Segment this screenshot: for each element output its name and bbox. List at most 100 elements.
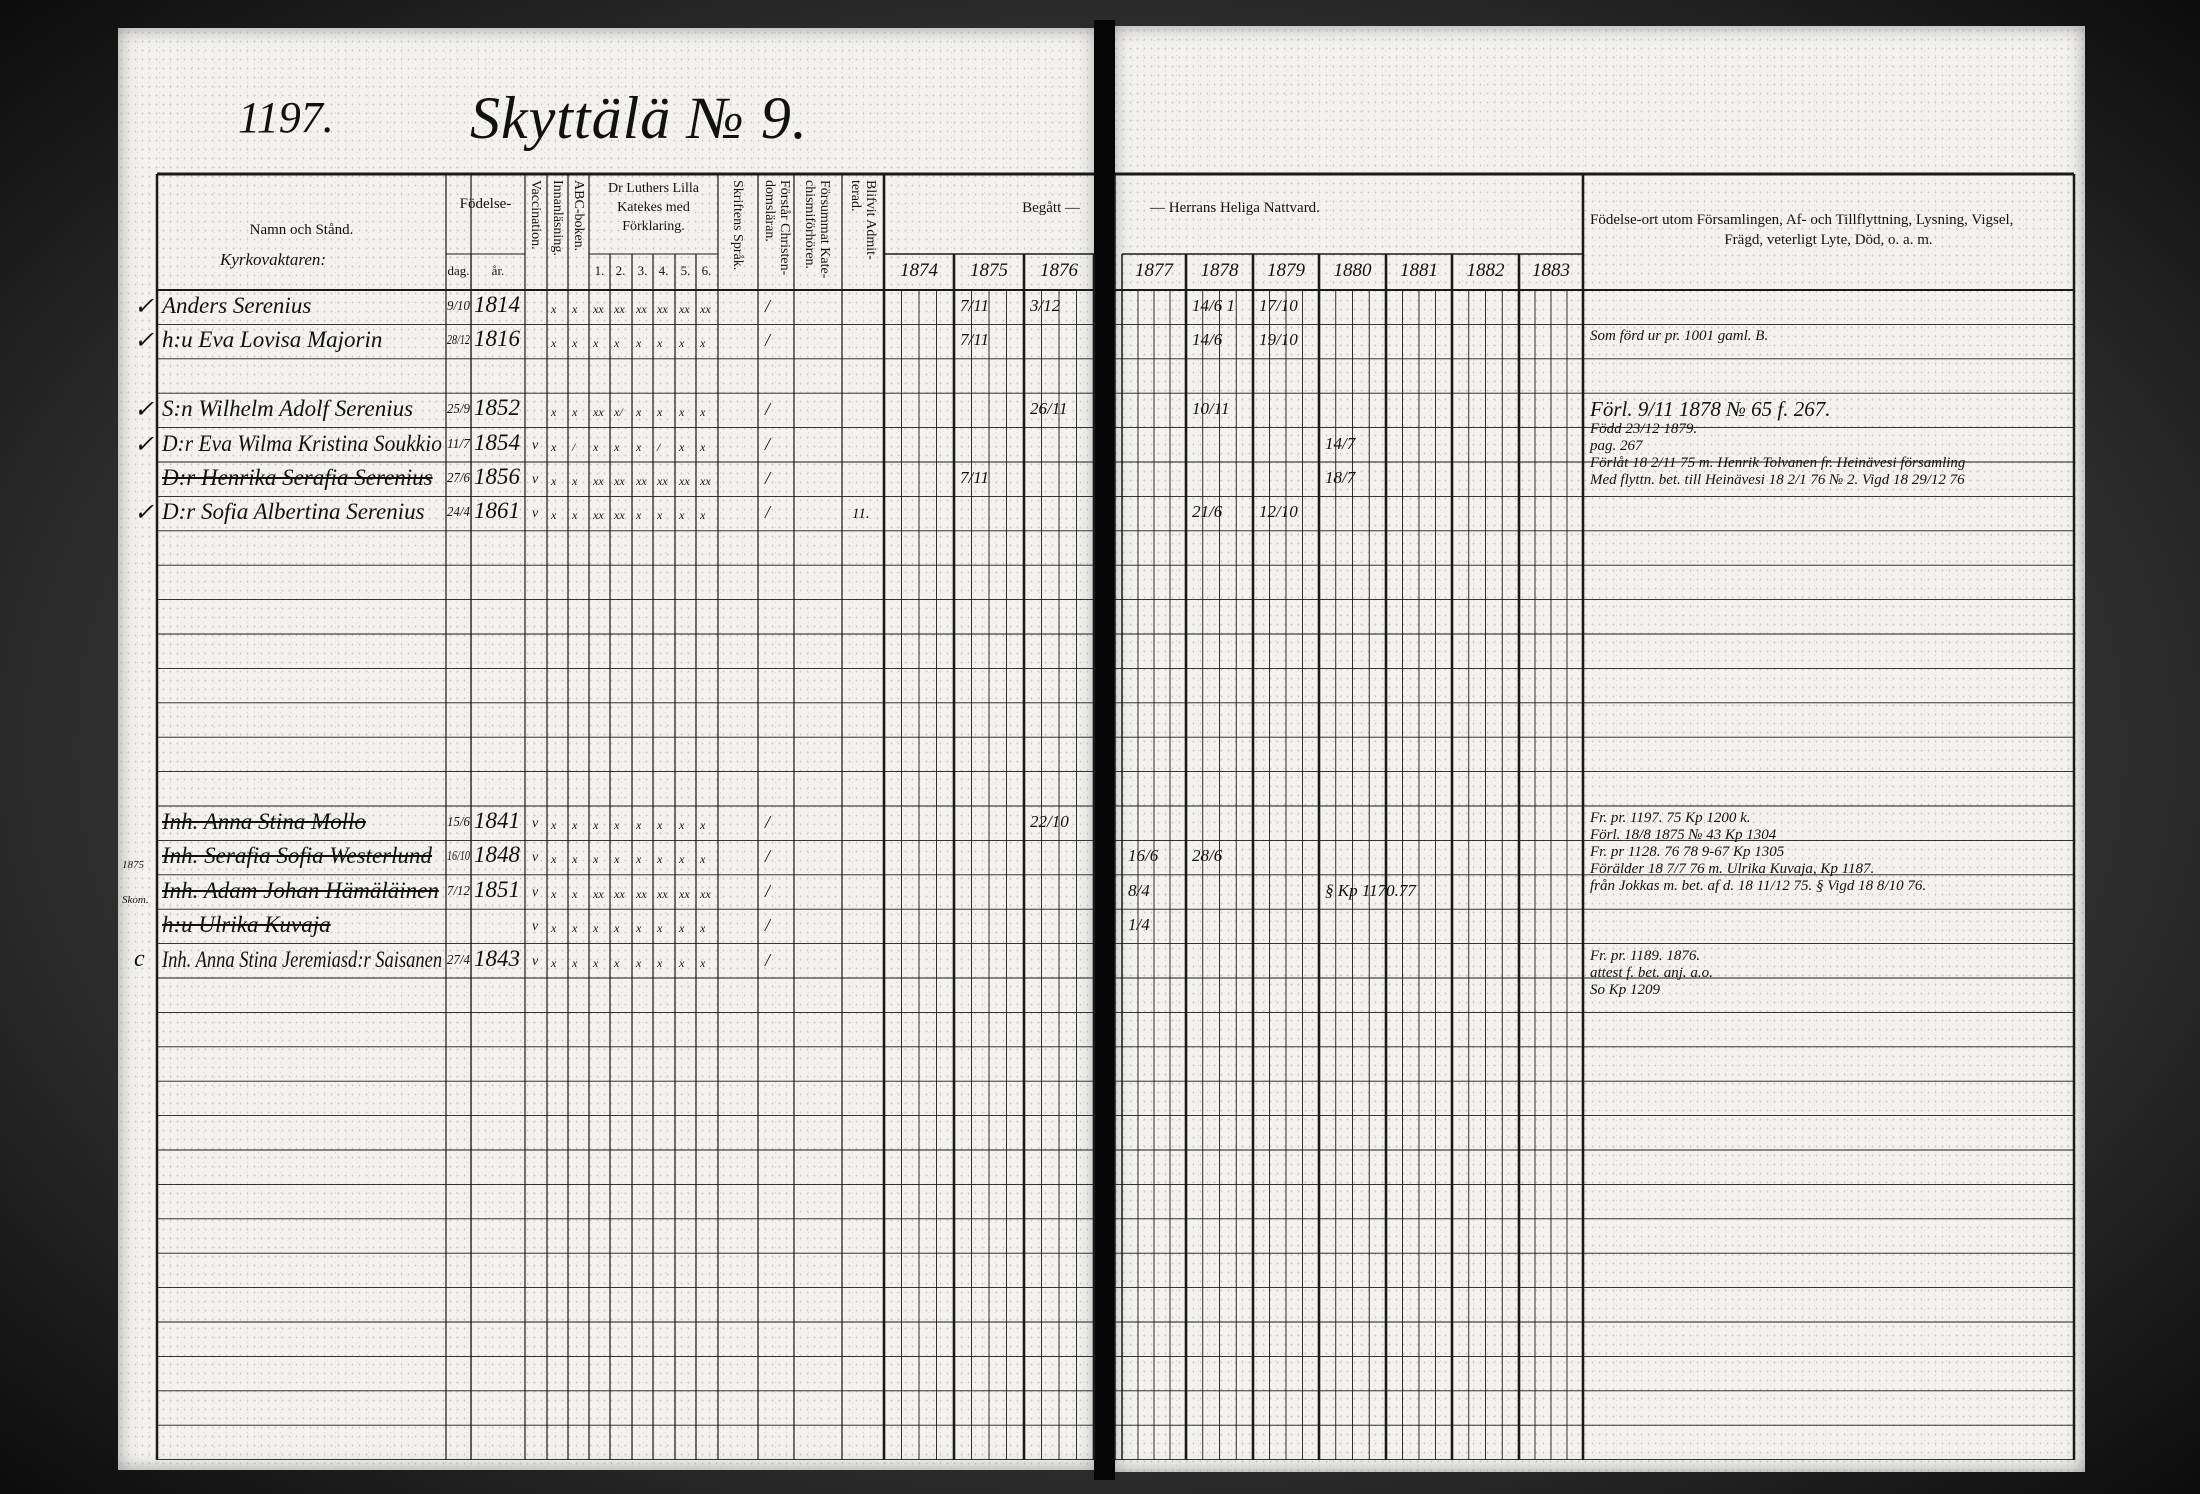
reading-mark: x — [679, 955, 685, 970]
reading-mark: x — [636, 508, 642, 523]
catechism-part-header: 1. — [594, 263, 605, 278]
year-header: 1882 — [1466, 260, 1505, 281]
birth-year: 1816 — [474, 326, 520, 352]
communion-date: 18/7 — [1325, 468, 1356, 487]
birth-year: 1814 — [474, 292, 520, 317]
reading-mark: x — [551, 336, 557, 351]
remark-line: Förälder 18 7/7 76 m. Ulrika Kuvaja, Kp … — [1590, 861, 1875, 877]
person-name: Anders Serenius — [162, 293, 312, 318]
reading-mark: x — [593, 336, 599, 351]
reading-mark: x — [551, 302, 557, 316]
birth-day: 25/9 — [447, 402, 470, 418]
person-note: 1875 — [122, 859, 144, 872]
reading-mark: xx — [593, 302, 604, 316]
reading-mark: xx — [614, 886, 625, 901]
scripture-mark: / — [765, 330, 771, 351]
reading-mark: x — [572, 302, 578, 316]
reading-mark: / — [657, 439, 661, 454]
communion-date: 12/10 — [1259, 502, 1298, 522]
reading-mark: x — [551, 508, 557, 523]
reading-mark: xx — [593, 508, 604, 523]
reading-mark: x — [636, 955, 642, 970]
scripture-mark: / — [765, 880, 771, 901]
catechism-part-header: 4. — [658, 263, 669, 278]
reading-mark: x — [700, 439, 706, 454]
scripture-mark: / — [765, 949, 771, 970]
person-name: D:r Eva Wilma Kristina Soukkio — [162, 430, 442, 456]
reading-mark: xx — [636, 474, 647, 488]
communion-date: 14/6 1 — [1192, 296, 1235, 315]
reading-mark: x — [572, 921, 578, 936]
reading-mark: x — [551, 955, 557, 970]
reading-mark: x — [700, 955, 706, 970]
reading-mark: x — [700, 405, 706, 420]
communion-date: 7/11 — [960, 468, 989, 487]
year-header: 1879 — [1267, 260, 1305, 281]
communion-date: 22/10 — [1030, 812, 1069, 831]
reading-mark: x — [679, 439, 685, 454]
year-header: 1878 — [1200, 260, 1239, 281]
admitted-mark: 11. — [852, 506, 870, 523]
vaccination-mark: v — [532, 850, 539, 866]
reading-mark: x — [614, 818, 620, 832]
reading-mark: x — [593, 439, 599, 454]
year-header: 1883 — [1532, 260, 1570, 281]
right-page — [1113, 26, 2085, 1472]
reading-mark: x — [572, 336, 578, 351]
birth-year: 1851 — [474, 876, 520, 902]
reading-mark: xx — [614, 474, 625, 488]
communion-date: 21/6 — [1192, 502, 1223, 522]
birth-day: 7/12 — [447, 883, 470, 899]
check-mark: ✓ — [134, 500, 155, 527]
abc-book-header: ABC-boken. — [571, 180, 586, 252]
reading-mark: x — [614, 852, 620, 867]
book-spine — [1094, 20, 1115, 1480]
reading-mark: xx — [679, 474, 690, 488]
reading-mark: xx — [614, 508, 625, 523]
reading-mark: x — [636, 852, 642, 867]
birth-year: 1852 — [474, 395, 520, 421]
reading-mark: x — [636, 439, 642, 454]
reading-mark: x — [572, 818, 578, 832]
year-header: 1880 — [1333, 260, 1372, 281]
reading-mark: xx — [700, 886, 711, 901]
birth-day: 24/4 — [447, 505, 470, 521]
reading-mark: xx — [679, 302, 690, 316]
communion-date: 26/11 — [1030, 399, 1068, 419]
year-header: 1881 — [1400, 260, 1438, 281]
remark-line: pag. 267 — [1590, 438, 1643, 455]
understands-header: Förstår Christen-domsläran. — [762, 180, 792, 276]
communion-date: 7/11 — [960, 296, 989, 315]
check-mark: ✓ — [134, 294, 155, 320]
birth-year: 1856 — [474, 464, 520, 489]
reading-mark: xx — [636, 302, 647, 316]
reading-mark: x — [572, 405, 578, 420]
birth-year: 1861 — [474, 498, 520, 524]
catechism-header-line3: Förklaring. — [622, 219, 685, 234]
vaccination-mark: v — [532, 506, 539, 522]
remark-line: Fr. pr. 1189. 1876. — [1590, 947, 1701, 964]
remark-line: Förl. 9/11 1878 № 65 f. 267. — [1590, 397, 1831, 422]
reading-mark: x — [551, 886, 557, 901]
reading-mark: x — [700, 818, 706, 832]
reading-mark: x — [657, 405, 663, 420]
communion-date: 10/11 — [1192, 399, 1230, 419]
communion-date: 16/6 — [1128, 846, 1159, 866]
catechism-part-header: 3. — [637, 263, 648, 278]
page-title: Skyttälä № 9. — [470, 85, 808, 151]
communion-date: 17/10 — [1259, 296, 1298, 315]
remark-line: So Kp 1209 — [1590, 981, 1661, 998]
reading-mark: x — [679, 405, 685, 420]
reading-mark: x — [572, 886, 578, 901]
reading-mark: x — [551, 818, 557, 832]
scripture-mark: / — [765, 502, 771, 523]
check-mark: ✓ — [134, 431, 155, 458]
year-header: 1877 — [1135, 260, 1173, 281]
birth-day: 11/7 — [447, 436, 470, 452]
person-name: h:u Ulrika Kuvaja — [162, 912, 331, 938]
reading-mark: xx — [593, 474, 604, 488]
scripture-mark: / — [765, 468, 771, 488]
vaccination-mark: v — [532, 884, 539, 900]
reading-mark: x — [700, 336, 706, 351]
